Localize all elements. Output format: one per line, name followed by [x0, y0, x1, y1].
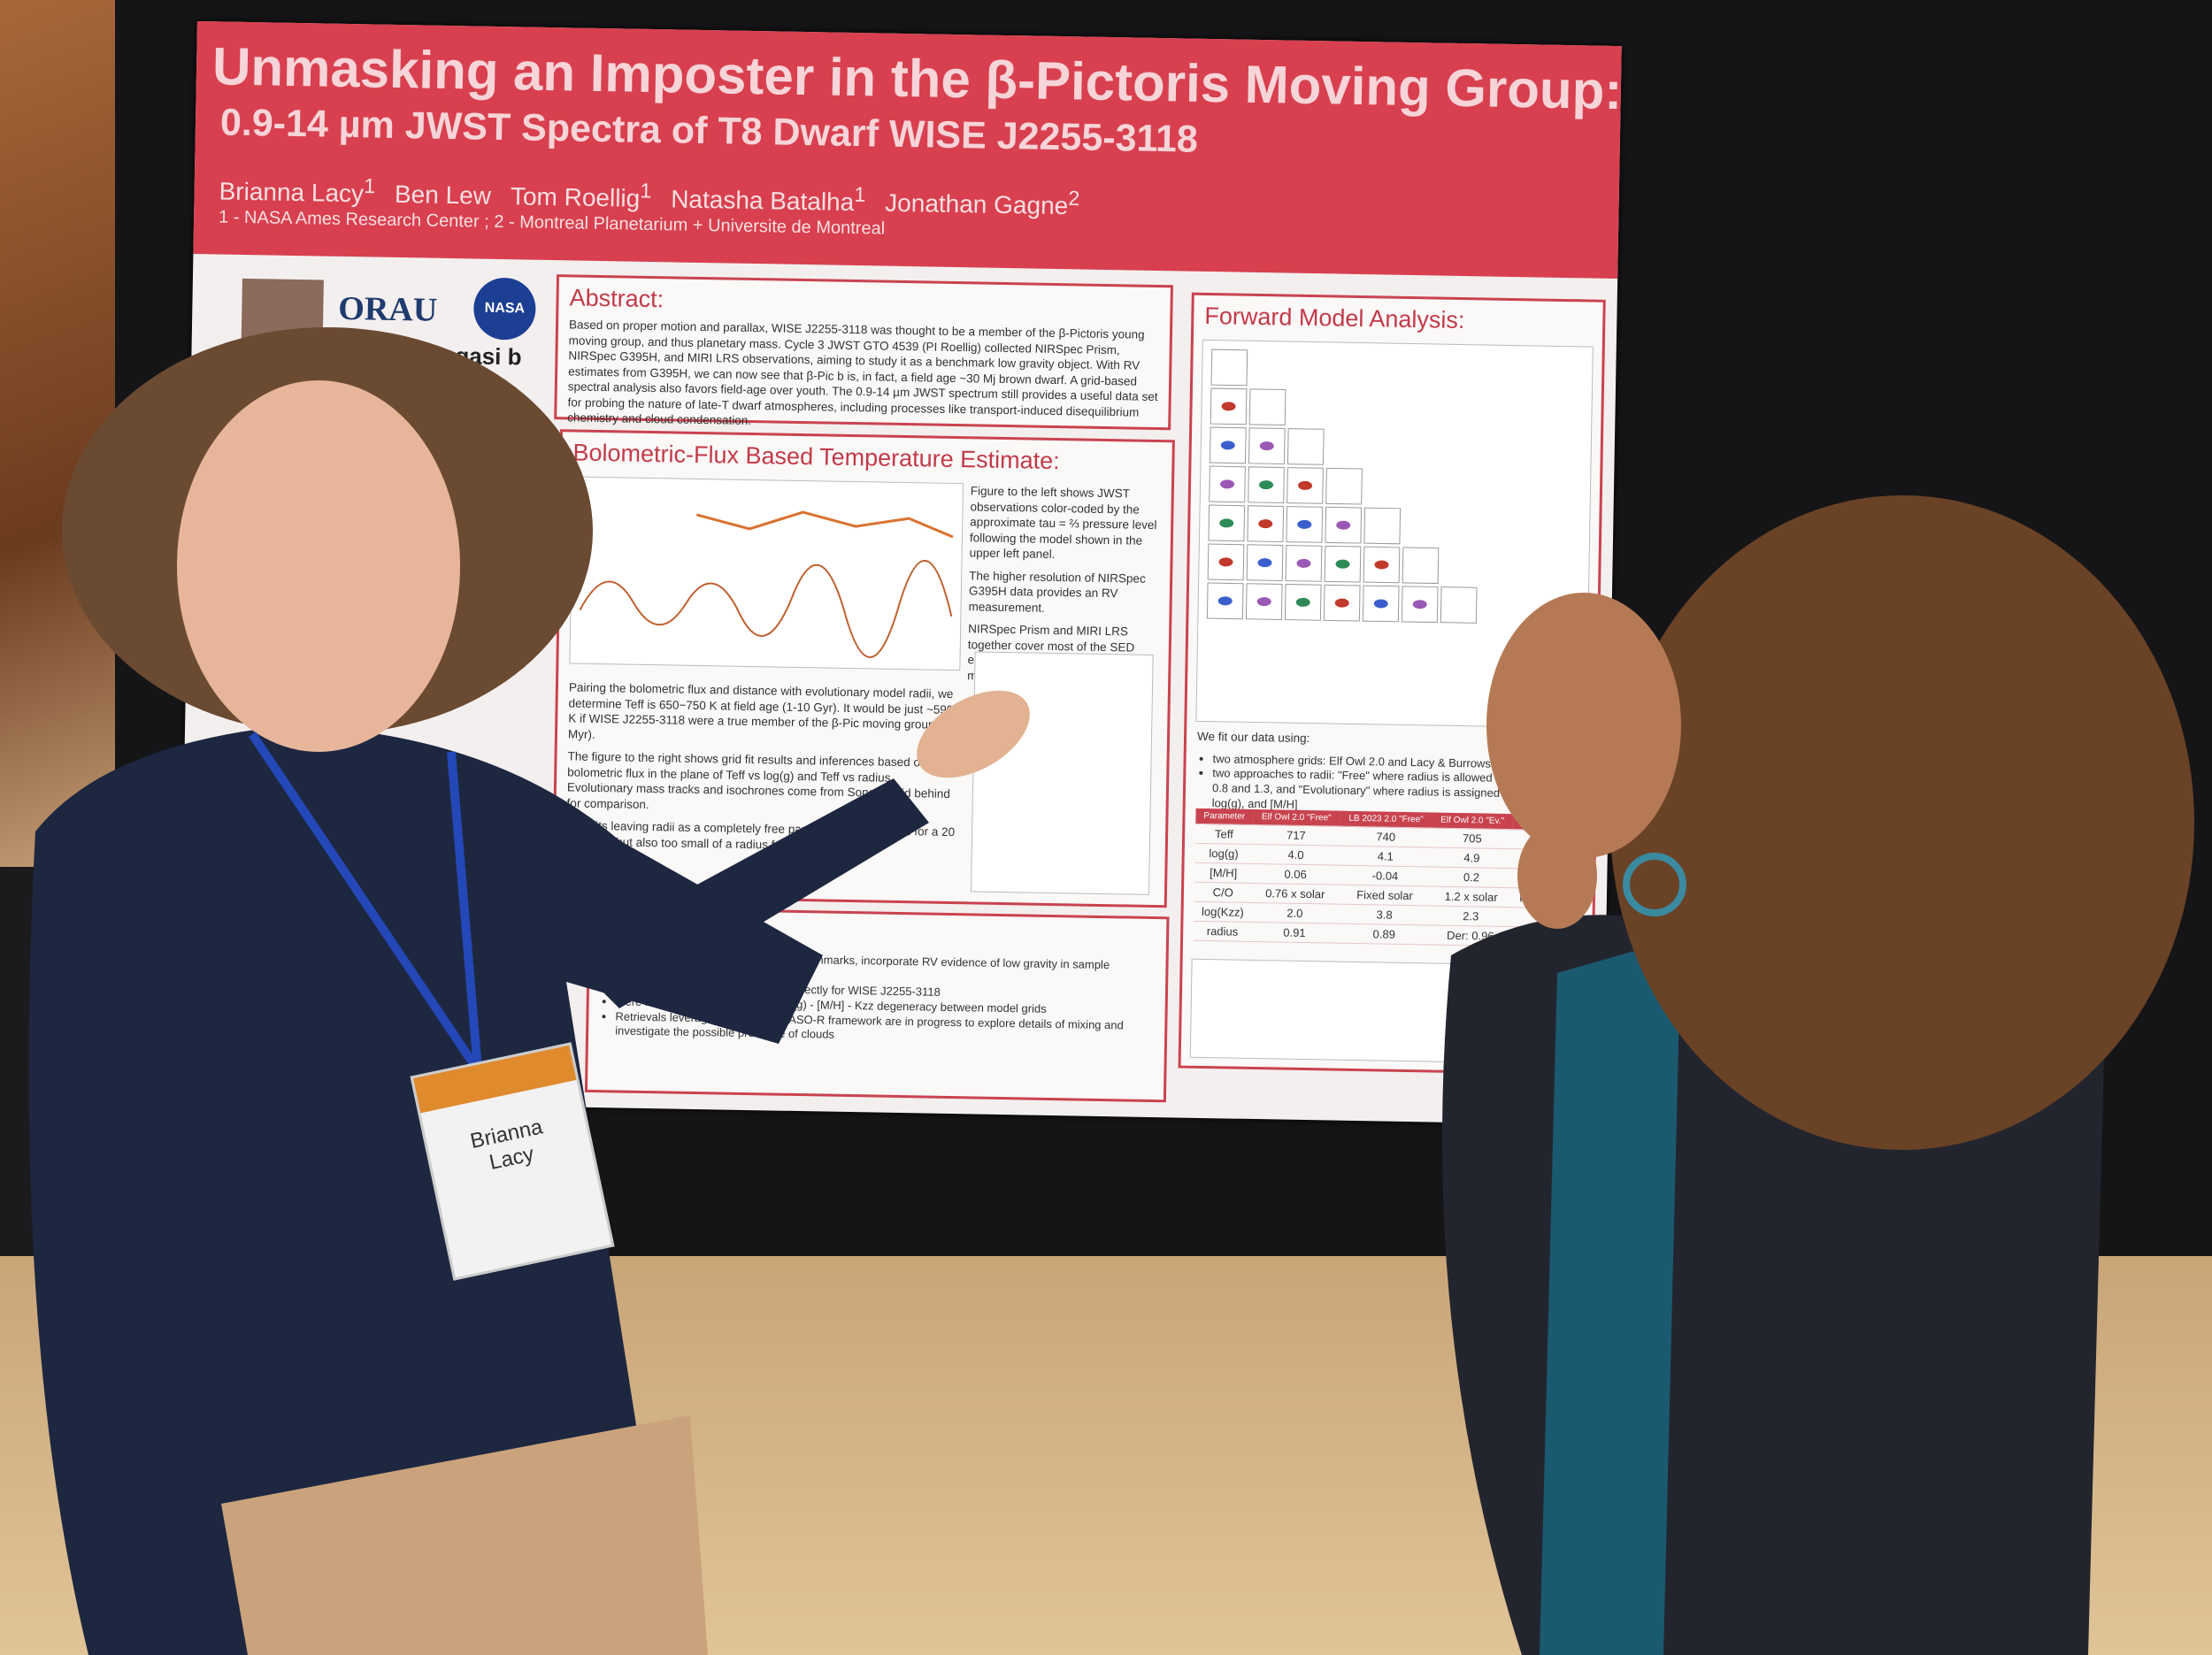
corner-contour — [1335, 559, 1350, 569]
corner-panel — [1248, 466, 1285, 504]
corner-contour — [1259, 480, 1274, 490]
corner-panel — [1248, 388, 1286, 426]
left-person-pants — [221, 1415, 708, 1655]
corner-panel — [1286, 467, 1324, 504]
corner-contour — [1336, 520, 1351, 530]
corner-panel — [1247, 505, 1285, 543]
corner-contour — [1221, 402, 1236, 411]
spectrum-line — [579, 559, 953, 658]
corner-panel — [1401, 586, 1439, 624]
corner-contour — [1295, 597, 1310, 607]
corner-contour — [1412, 600, 1427, 609]
corner-contour — [1217, 596, 1233, 606]
spectrum-figure — [569, 476, 964, 671]
corner-contour — [1259, 441, 1274, 451]
corner-contour — [1219, 518, 1234, 528]
poster: Unmasking an Imposter in the β-Pictoris … — [178, 21, 1623, 1125]
corner-plot-shapes — [1206, 349, 1478, 624]
corner-plot — [1195, 339, 1594, 729]
left-person-hand — [917, 690, 1030, 778]
spectrum-line — [695, 510, 954, 539]
corner-contour — [1257, 558, 1272, 568]
forward-model-box: Forward Model Analysis: We fit our data … — [1178, 292, 1606, 1076]
corner-panel — [1248, 427, 1286, 465]
corner-contour — [1298, 480, 1313, 490]
corner-panel — [1210, 387, 1248, 425]
corner-panel — [1286, 428, 1325, 465]
corner-panel — [1210, 349, 1248, 387]
lanyard — [248, 732, 482, 1073]
corner-panel — [1363, 507, 1402, 545]
corner-contour — [1258, 519, 1273, 529]
corner-contour — [1334, 598, 1349, 608]
corner-panel — [1285, 545, 1323, 582]
corner-panel — [1323, 584, 1361, 622]
corner-contour — [1373, 599, 1388, 609]
corner-contour — [1220, 441, 1235, 450]
corner-panel — [1284, 584, 1322, 621]
corner-panel — [1440, 586, 1478, 624]
corner-panel — [1207, 543, 1245, 581]
corner-panel — [1402, 547, 1440, 585]
corner-panel — [1286, 506, 1324, 543]
corner-panel — [1209, 426, 1247, 464]
left-person-arm — [566, 778, 929, 1008]
corner-panel — [1324, 545, 1362, 583]
earring — [1623, 853, 1686, 916]
corner-panel — [1325, 506, 1363, 544]
bolometric-box: Bolometric-Flux Based Temperature Estima… — [551, 429, 1175, 908]
right-person-hair — [1610, 495, 2194, 1150]
corner-panel — [1246, 544, 1284, 582]
corner-panel — [1245, 583, 1283, 620]
corner-panel — [1362, 585, 1400, 623]
right-person-hand — [1517, 823, 1597, 929]
corner-panel — [1363, 546, 1401, 584]
corner-panel — [1206, 582, 1244, 620]
corner-contour — [1220, 479, 1235, 489]
corner-contour — [1297, 519, 1312, 529]
spectrum-plot — [579, 510, 954, 658]
corner-contour — [1296, 558, 1311, 568]
corner-panel — [1208, 504, 1246, 542]
corner-contour — [1218, 557, 1233, 567]
left-person-face — [177, 380, 460, 752]
corner-contour — [1374, 560, 1389, 570]
corner-panel — [1209, 465, 1246, 503]
right-person-top — [1540, 938, 1681, 1655]
corner-panel — [1325, 467, 1363, 505]
right-person-face — [1486, 593, 1681, 858]
corner-contour — [1256, 597, 1271, 607]
